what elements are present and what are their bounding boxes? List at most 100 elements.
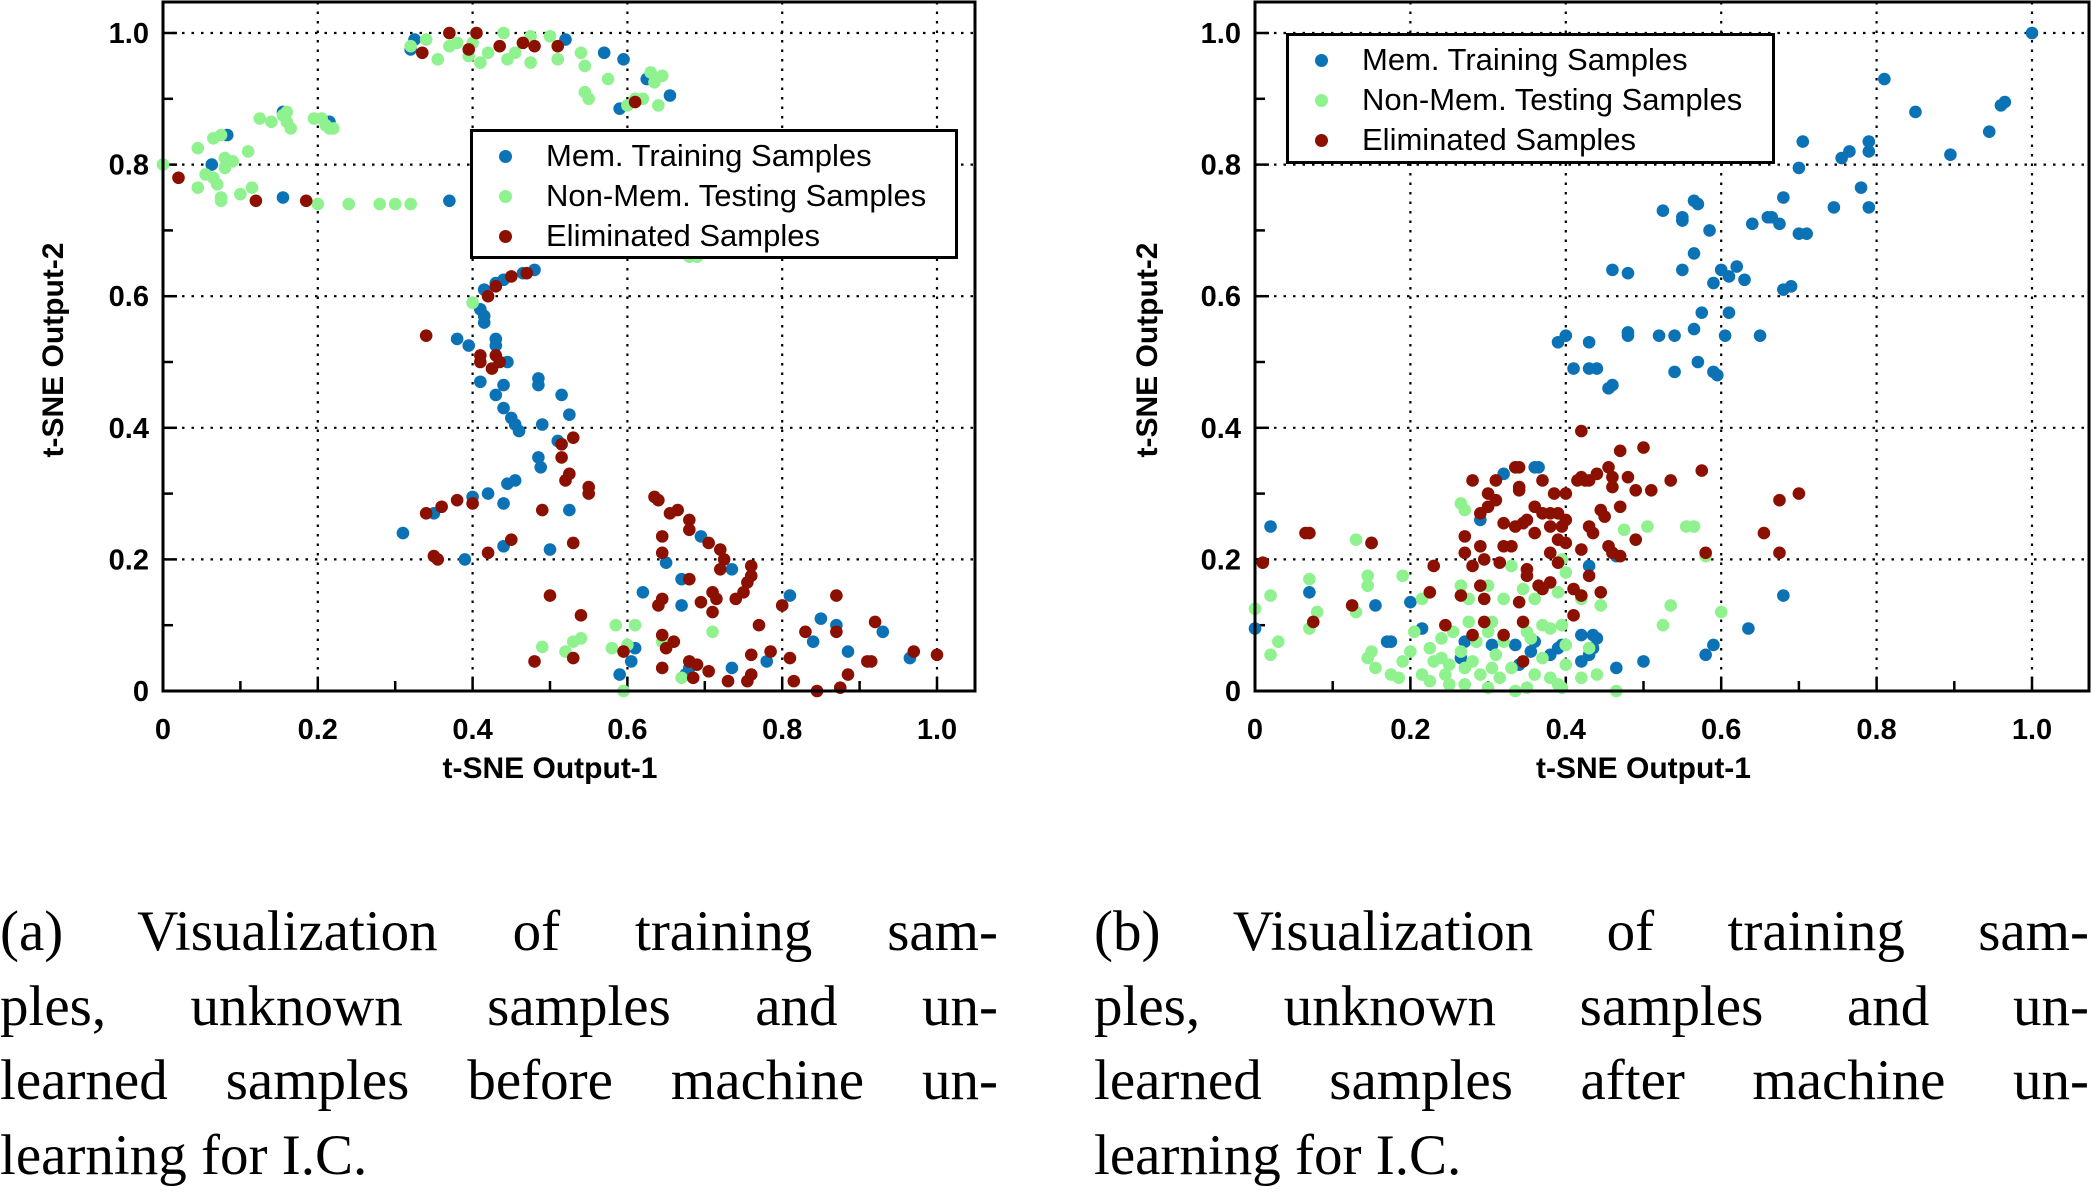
data-point: [1754, 329, 1767, 342]
data-point: [451, 333, 464, 346]
data-point: [192, 142, 205, 155]
data-point: [327, 122, 340, 135]
data-point: [714, 563, 727, 576]
legend-item: Non-Mem. Testing Samples: [487, 176, 945, 216]
data-point: [598, 46, 611, 59]
y-tick-label: 1.0: [109, 18, 149, 50]
legend-marker: [1315, 54, 1328, 67]
data-point: [652, 599, 665, 612]
data-point: [1552, 556, 1565, 569]
data-point: [342, 198, 355, 211]
data-point: [745, 649, 758, 662]
data-point: [869, 616, 882, 629]
data-point: [536, 418, 549, 431]
data-point: [1758, 527, 1771, 540]
data-point: [250, 194, 263, 207]
data-point: [1513, 596, 1526, 609]
data-point: [462, 43, 475, 56]
y-axis-title: t-SNE Output-2: [37, 243, 70, 458]
data-point: [683, 523, 696, 536]
data-point: [300, 194, 313, 207]
data-point: [1427, 560, 1440, 573]
y-tick-label: 0.6: [109, 281, 149, 313]
data-point: [482, 547, 495, 560]
data-point: [474, 356, 487, 369]
data-point: [1350, 533, 1363, 546]
data-point: [451, 494, 464, 507]
data-point: [1474, 540, 1487, 553]
data-point: [842, 645, 855, 658]
data-point: [1703, 224, 1716, 237]
y-tick-label: 0.6: [1201, 281, 1241, 313]
data-point: [1528, 593, 1541, 606]
data-point: [1493, 672, 1506, 685]
data-point: [1264, 589, 1277, 602]
data-point: [1521, 514, 1534, 527]
data-point: [1699, 547, 1712, 560]
data-point: [1404, 596, 1417, 609]
data-point: [528, 40, 541, 53]
data-point: [575, 609, 588, 622]
data-point: [1560, 487, 1573, 500]
data-point: [1490, 649, 1503, 662]
data-point: [470, 27, 483, 40]
data-point: [1676, 264, 1689, 277]
data-point: [215, 129, 228, 142]
data-point: [1544, 547, 1557, 560]
data-point: [1575, 672, 1588, 685]
data-point: [726, 662, 739, 675]
data-point: [482, 487, 495, 500]
data-point: [1361, 579, 1374, 592]
data-point: [544, 543, 557, 556]
legend-label: Eliminated Samples: [1362, 122, 1636, 158]
data-point: [544, 30, 557, 43]
y-tick-label: 0.2: [109, 544, 149, 576]
data-point: [613, 668, 626, 681]
x-tick-label: 0.8: [762, 714, 802, 746]
data-point: [1688, 323, 1701, 336]
data-point: [1695, 464, 1708, 477]
data-point: [1439, 619, 1452, 632]
legend-label: Non-Mem. Testing Samples: [1362, 82, 1742, 118]
data-point: [1478, 616, 1491, 629]
data-point: [1424, 642, 1437, 655]
data-point: [1536, 474, 1549, 487]
data-point: [420, 329, 433, 342]
data-point: [776, 599, 789, 612]
data-point: [1723, 270, 1736, 283]
data-point: [1307, 616, 1320, 629]
data-point: [1462, 616, 1475, 629]
data-point: [1497, 517, 1510, 530]
data-point: [1466, 474, 1479, 487]
data-point: [1641, 520, 1654, 533]
data-point: [1606, 264, 1619, 277]
data-point: [656, 629, 669, 642]
data-point: [1999, 96, 2012, 109]
data-point: [505, 270, 518, 283]
data-point: [1443, 678, 1456, 691]
data-point: [1664, 599, 1677, 612]
data-point: [1521, 570, 1534, 583]
data-point: [1719, 329, 1732, 342]
y-tick-label: 0: [133, 676, 149, 708]
data-point: [1738, 273, 1751, 286]
data-point: [524, 56, 537, 69]
caption-line: (b) Visualization of training sam-: [1094, 895, 2089, 970]
data-point: [1629, 484, 1642, 497]
data-point: [1707, 277, 1720, 290]
x-axis-title: t-SNE Output-1: [1536, 752, 1751, 785]
data-point: [466, 296, 479, 309]
data-point: [629, 619, 642, 632]
x-tick-label: 1.0: [917, 714, 957, 746]
legend-item: Eliminated Samples: [1303, 120, 1762, 160]
data-point: [1793, 487, 1806, 500]
data-point: [431, 53, 444, 66]
data-point: [1909, 106, 1922, 119]
data-point: [1723, 306, 1736, 319]
data-point: [497, 497, 510, 510]
data-point: [1594, 586, 1607, 599]
data-point: [1458, 504, 1471, 517]
data-point: [1777, 191, 1790, 204]
data-point: [1668, 329, 1681, 342]
data-point: [1688, 247, 1701, 260]
